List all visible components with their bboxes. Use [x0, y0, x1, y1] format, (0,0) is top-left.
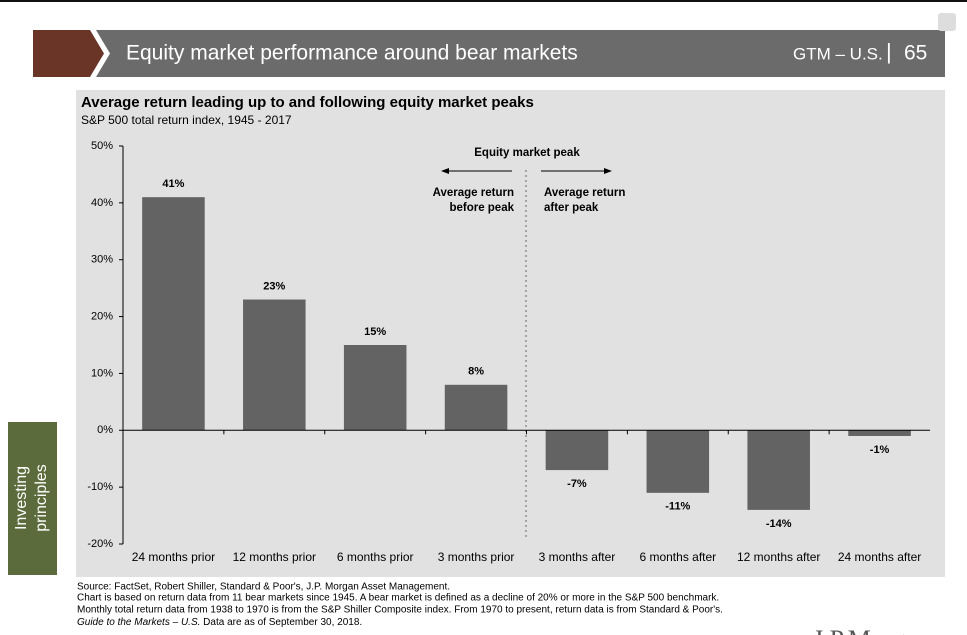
value-label: -1%	[870, 444, 890, 456]
value-label: 8%	[468, 366, 484, 378]
y-tick-label: 20%	[91, 310, 113, 322]
x-tick-label: 6 months prior	[337, 550, 414, 564]
after-label: after peak	[544, 202, 599, 214]
side-tab	[8, 422, 57, 575]
x-tick-label: 3 months prior	[438, 550, 515, 564]
value-label: -7%	[567, 478, 587, 490]
value-label: -14%	[766, 518, 792, 530]
bar	[747, 430, 810, 510]
chevron-edge	[90, 30, 110, 77]
footnote: Chart is based on return data from 11 be…	[77, 593, 719, 604]
x-tick-label: 12 months after	[737, 550, 820, 564]
logo: J.P.Morgan	[813, 625, 930, 635]
y-tick-label: 50%	[91, 140, 113, 152]
y-tick-label: 10%	[91, 367, 113, 379]
header-separator: |	[886, 39, 892, 64]
top-border	[0, 0, 967, 2]
header-chevron	[33, 30, 104, 77]
chart-subtitle: S&P 500 total return index, 1945 - 2017	[81, 113, 292, 127]
before-label: before peak	[449, 202, 514, 214]
header-page: 65	[904, 42, 927, 65]
after-label: Average return	[544, 187, 625, 199]
header-series: GTM – U.S.	[793, 44, 883, 63]
x-tick-label: 6 months after	[639, 550, 716, 564]
y-tick-label: 40%	[91, 197, 113, 209]
side-tab-text: Investing	[13, 466, 30, 530]
x-tick-label: 3 months after	[539, 550, 616, 564]
arrowhead-right	[604, 168, 612, 174]
header-bar	[33, 30, 945, 77]
before-label: Average return	[433, 187, 514, 199]
x-tick-label: 12 months prior	[233, 550, 316, 564]
value-label: -11%	[665, 501, 690, 513]
x-tick-label: 24 months prior	[132, 550, 215, 564]
footnote: Monthly total return data from 1938 to 1…	[77, 605, 723, 616]
bar	[848, 430, 911, 436]
y-tick-label: -20%	[87, 538, 113, 550]
value-label: 23%	[263, 280, 285, 292]
bar	[243, 299, 306, 431]
chart-title: Average return leading up to and followi…	[81, 94, 534, 111]
bar	[444, 384, 508, 431]
arrowhead-left	[441, 168, 449, 174]
footnote-rest: Data are as of September 30, 2018.	[200, 617, 362, 628]
footnote: Guide to the Markets – U.S. Data are as …	[77, 617, 362, 628]
y-tick-label: -10%	[87, 481, 113, 493]
y-tick-label: 0%	[97, 424, 113, 436]
peak-label: Equity market peak	[474, 147, 580, 159]
side-tab-text: principles	[33, 464, 50, 532]
zoom-icon[interactable]	[938, 13, 956, 31]
value-label: 15%	[364, 326, 386, 338]
footnote: Source: FactSet, Robert Shiller, Standar…	[77, 582, 450, 593]
chart-panel	[76, 90, 945, 577]
bar	[343, 345, 407, 431]
y-tick-label: 30%	[91, 254, 113, 266]
bar	[142, 197, 205, 431]
value-label: 41%	[162, 178, 184, 190]
bar	[545, 430, 609, 471]
bar	[646, 430, 710, 493]
header-title: Equity market performance around bear ma…	[126, 42, 578, 65]
footnote-italic: Guide to the Markets – U.S.	[77, 617, 200, 628]
x-tick-label: 24 months after	[838, 550, 921, 564]
